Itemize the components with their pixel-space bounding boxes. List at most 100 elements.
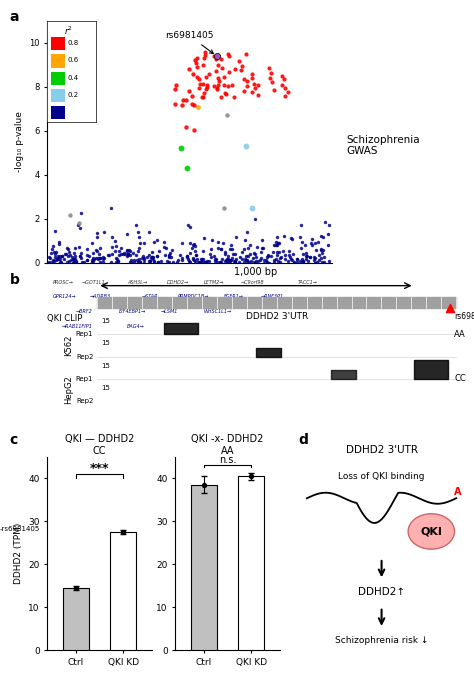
Point xyxy=(278,251,285,262)
Point xyxy=(200,479,208,490)
Point xyxy=(187,237,194,248)
Text: 15: 15 xyxy=(101,363,110,369)
Text: GPR124→: GPR124→ xyxy=(53,295,77,300)
Point xyxy=(75,242,82,253)
Bar xyxy=(238,476,264,650)
Point xyxy=(231,255,239,266)
Point xyxy=(90,253,97,264)
Point xyxy=(231,257,239,268)
Point xyxy=(53,247,60,258)
Point xyxy=(260,255,267,266)
Point xyxy=(205,69,213,80)
Point xyxy=(298,237,306,248)
Text: Schizophrenia risk ↓: Schizophrenia risk ↓ xyxy=(335,635,428,644)
Point xyxy=(153,251,161,262)
Point xyxy=(212,53,220,64)
Point xyxy=(273,239,281,251)
Point xyxy=(202,72,210,83)
Point xyxy=(319,248,326,259)
Point xyxy=(251,257,259,268)
Point xyxy=(188,243,196,254)
Point xyxy=(193,53,201,64)
Point xyxy=(259,243,267,254)
Point xyxy=(93,231,101,242)
Point xyxy=(250,78,257,89)
Text: Schizophrenia
GWAS: Schizophrenia GWAS xyxy=(346,134,419,156)
Point xyxy=(272,253,280,264)
Point xyxy=(272,239,279,251)
Text: A: A xyxy=(454,486,462,497)
Point xyxy=(192,249,200,260)
Point xyxy=(243,256,251,267)
Point xyxy=(124,250,131,261)
Point xyxy=(166,248,174,259)
Point xyxy=(203,80,210,91)
Point xyxy=(196,257,203,268)
Point xyxy=(191,255,199,266)
Point xyxy=(208,251,215,262)
Point xyxy=(107,202,114,213)
Point xyxy=(48,256,55,267)
Point xyxy=(232,253,240,264)
Point xyxy=(154,250,161,261)
Point xyxy=(162,243,170,254)
Point xyxy=(228,243,236,254)
Point xyxy=(321,217,329,228)
Point xyxy=(85,251,92,262)
Point xyxy=(45,251,53,262)
Point xyxy=(88,237,96,248)
Text: HepG2: HepG2 xyxy=(64,375,73,404)
Point xyxy=(192,250,200,261)
Point xyxy=(200,91,207,102)
Point xyxy=(315,254,322,265)
Point xyxy=(150,237,158,248)
Point xyxy=(113,253,120,264)
Point xyxy=(300,255,307,266)
Point xyxy=(135,253,142,264)
Point xyxy=(177,143,185,154)
Point xyxy=(171,84,179,95)
Point xyxy=(247,255,255,266)
Point xyxy=(51,255,58,266)
Point xyxy=(143,252,151,263)
Text: DDHD2 3'UTR: DDHD2 3'UTR xyxy=(346,445,418,455)
Point xyxy=(219,253,226,264)
Point xyxy=(66,249,73,260)
Point xyxy=(226,256,234,267)
Point xyxy=(224,257,231,268)
Point xyxy=(201,256,209,267)
Point xyxy=(258,242,266,253)
Point xyxy=(77,251,84,262)
Point xyxy=(245,257,253,268)
Point xyxy=(195,74,202,85)
Point xyxy=(189,253,197,264)
Point xyxy=(267,251,274,262)
Text: CC: CC xyxy=(454,374,466,383)
Point xyxy=(307,251,314,262)
Point xyxy=(225,49,232,60)
Point xyxy=(129,248,137,259)
Point xyxy=(223,255,231,266)
Point xyxy=(94,253,101,264)
Point xyxy=(165,257,173,268)
Point xyxy=(278,71,286,82)
Point xyxy=(186,222,194,233)
Point xyxy=(88,254,96,265)
Point xyxy=(55,237,63,248)
Point xyxy=(202,84,210,95)
Point xyxy=(56,257,64,268)
Point xyxy=(310,251,318,262)
Text: PROSC→: PROSC→ xyxy=(53,280,74,285)
Point xyxy=(92,253,100,264)
Point xyxy=(318,257,326,268)
Point xyxy=(201,46,209,57)
Point xyxy=(185,64,193,75)
Point xyxy=(93,228,100,239)
Point xyxy=(173,257,181,268)
Point xyxy=(126,249,134,260)
Point xyxy=(69,257,76,268)
Point xyxy=(318,244,325,255)
Point xyxy=(189,240,196,251)
Point xyxy=(112,253,120,264)
Point xyxy=(246,249,254,260)
